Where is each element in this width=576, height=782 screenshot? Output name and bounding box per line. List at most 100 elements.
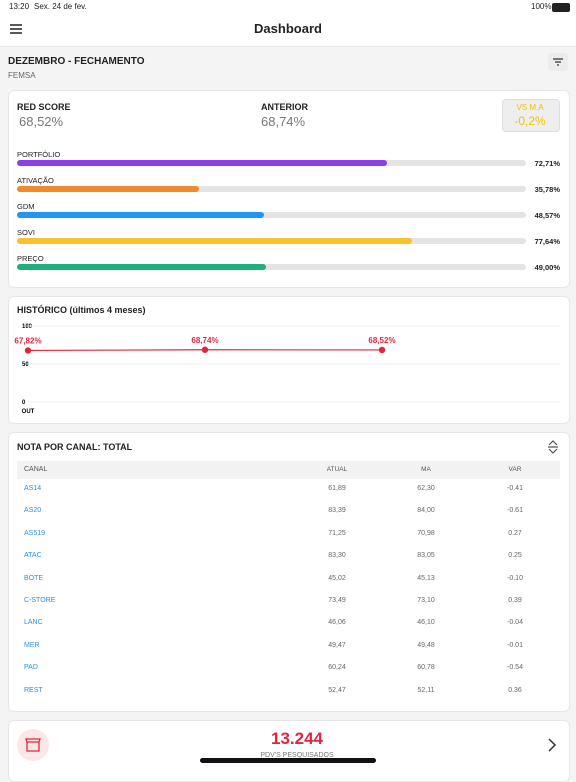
- bar-track: [17, 264, 526, 270]
- y-tick-label: 0: [22, 400, 26, 406]
- cell: 73,49: [328, 597, 346, 604]
- y-tick-label: 50: [22, 362, 29, 368]
- bar-label: ATIVAÇÃO: [17, 176, 54, 185]
- channel-link: LANC: [24, 619, 43, 627]
- header-subtitle: FEMSA: [8, 71, 36, 80]
- battery-icon: [552, 3, 570, 12]
- vs-box: [502, 99, 560, 132]
- channel-link: REST: [24, 686, 43, 694]
- cell: 83,30: [328, 552, 346, 560]
- bar: [17, 186, 200, 192]
- status-date: Sex. 24 de fev.: [34, 2, 87, 11]
- bar-value: 35,78%: [534, 185, 560, 194]
- channel-link: AS14: [24, 485, 42, 492]
- channel-link: PAD: [24, 664, 38, 672]
- cell: 73,10: [417, 597, 435, 604]
- table-header: [17, 461, 560, 479]
- cell: 71,25: [328, 529, 346, 537]
- previous: 68,74%: [261, 114, 306, 129]
- footer-value: 13.244: [271, 729, 323, 748]
- cell: 83,05: [417, 552, 435, 560]
- cell: -0.01: [507, 641, 523, 649]
- channel-link: C-STORE: [24, 597, 56, 604]
- bar-label: GDM: [17, 202, 35, 211]
- channel-link: MER: [24, 641, 40, 649]
- table-card: NOTA POR CANAL: TOTAL CANAL ATUAL MA VAR AS1…: [8, 432, 570, 712]
- cell: -0.04: [507, 619, 523, 627]
- previous-label: ANTERIOR: [261, 102, 308, 112]
- status-time: 13:20: [9, 2, 30, 11]
- cell: -0.10: [507, 574, 523, 582]
- filter-button[interactable]: [548, 53, 568, 71]
- point: [201, 346, 209, 353]
- sort-button[interactable]: [547, 440, 559, 454]
- bar: [17, 264, 267, 270]
- column-header: ATUAL: [326, 466, 348, 473]
- red-score: 68,52%: [19, 114, 64, 129]
- cell: -0.54: [507, 664, 523, 672]
- bar-label: SOVI: [17, 228, 35, 237]
- y-tick-label: 100: [22, 324, 33, 330]
- cell: -0.61: [507, 507, 523, 515]
- cell: 0.36: [508, 686, 522, 694]
- home-indicator: [200, 758, 376, 763]
- cell: 49,48: [417, 641, 435, 649]
- header-title: DEZEMBRO - FECHAMENTO: [8, 56, 145, 67]
- bar-label: PORTFÓLIO: [17, 150, 61, 159]
- cell: 52,47: [328, 686, 346, 694]
- cell: 61,89: [328, 485, 346, 492]
- cell: 45,02: [328, 574, 346, 582]
- cell: 0.25: [508, 552, 522, 560]
- history-card: HISTÓRICO (últimos 4 meses): [8, 296, 570, 424]
- column-header: VAR: [508, 466, 522, 473]
- battery: 100%: [531, 2, 552, 11]
- vs-value: -0,2%: [514, 114, 546, 128]
- channel-link: ATAC: [24, 552, 42, 560]
- bar: [17, 238, 413, 244]
- data-label: 68,52%: [368, 336, 395, 345]
- channel-link: BOTE: [24, 574, 44, 582]
- cell: 60,78: [417, 664, 435, 672]
- chart-title: HISTÓRICO (últimos 4 meses): [17, 305, 146, 315]
- data-label: 67,82%: [14, 336, 41, 345]
- red-score-label: RED SCORE: [17, 102, 71, 112]
- cell: -0.41: [507, 485, 523, 492]
- cell: 70,98: [417, 529, 435, 537]
- cell: 45,13: [417, 574, 435, 582]
- column-header: MA: [421, 466, 431, 473]
- cell: 83,39: [328, 507, 346, 515]
- top-bar: [0, 0, 576, 47]
- cell: 0.39: [508, 597, 522, 604]
- point: [378, 346, 386, 354]
- data-label: 68,74%: [191, 336, 218, 345]
- store-glyph: [25, 738, 41, 752]
- menu-button[interactable]: [9, 23, 23, 35]
- channel-link: AS519: [24, 529, 46, 537]
- cell: 84,00: [417, 507, 435, 515]
- nav-title: Dashboard: [254, 21, 322, 36]
- score-card: RED SCORE 68,52% ANTERIOR 68,74% VS M.A …: [8, 90, 570, 288]
- table-title: NOTA POR CANAL: TOTAL: [17, 442, 133, 452]
- bar-track: [17, 186, 526, 192]
- history-chart: 0 50 100 OUT 67,82% 68,74% 68,52%: [14, 324, 560, 415]
- bar-track: [17, 212, 526, 218]
- cell: 52,11: [417, 686, 435, 694]
- bar-value: 72,71%: [534, 159, 560, 168]
- bar: [17, 160, 388, 166]
- column-header: CANAL: [24, 466, 48, 473]
- bar-label: PREÇO: [17, 254, 44, 263]
- vs-label: VS M.A: [516, 103, 544, 112]
- x-tick-label: OUT: [22, 409, 35, 415]
- footer-card[interactable]: 13.244 PDV'S PESQUISADOS: [8, 720, 570, 782]
- cell: 0.27: [508, 529, 522, 537]
- footer-label: PDV'S PESQUISADOS: [260, 752, 334, 759]
- channel-link: AS20: [24, 507, 42, 515]
- bar: [17, 212, 265, 218]
- bar-value: 48,57%: [534, 211, 560, 220]
- cell: 62,30: [417, 485, 435, 492]
- cell: 49,47: [328, 641, 346, 649]
- cell: 60,24: [328, 664, 346, 672]
- point: [24, 347, 32, 354]
- cell: 46,10: [417, 619, 435, 627]
